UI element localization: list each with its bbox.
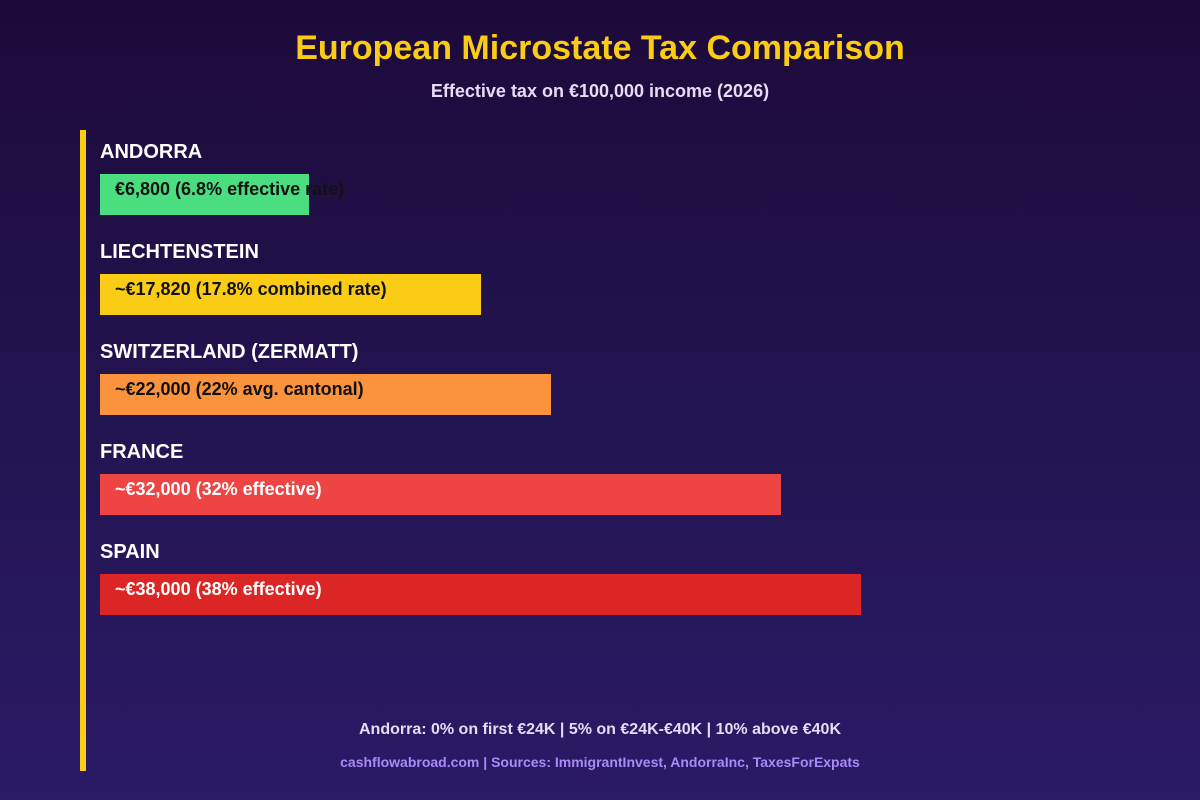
bar-value-label: ~€22,000 (22% avg. cantonal) xyxy=(115,379,364,399)
bar-liechtenstein: ~€17,820 (17.8% combined rate) xyxy=(100,274,481,315)
bar-value-label: €6,800 (6.8% effective rate) xyxy=(115,179,345,199)
bar-switzerland: ~€22,000 (22% avg. cantonal) xyxy=(100,374,551,415)
bar-spain: ~€38,000 (38% effective) xyxy=(100,574,861,615)
bar-value-label: ~€32,000 (32% effective) xyxy=(115,479,322,499)
row-label: SPAIN xyxy=(100,541,160,563)
chart-subtitle: Effective tax on €100,000 income (2026) xyxy=(430,81,770,101)
bar-value-label: ~€17,820 (17.8% combined rate) xyxy=(115,279,387,299)
bar-andorra: €6,800 (6.8% effective rate) xyxy=(100,174,344,215)
row-label: LIECHTENSTEIN xyxy=(100,241,259,263)
row-label: ANDORRA xyxy=(100,141,203,163)
andorra-tax-brackets-note: Andorra: 0% on first €24K | 5% on €24K-€… xyxy=(358,721,841,738)
accent-line xyxy=(80,130,86,771)
row-label: SWITZERLAND (ZERMATT) xyxy=(100,341,359,363)
row-label: FRANCE xyxy=(100,441,184,463)
bar-france: ~€32,000 (32% effective) xyxy=(100,474,781,515)
chart-title: European Microstate Tax Comparison xyxy=(295,29,905,67)
bar-value-label: ~€38,000 (38% effective) xyxy=(115,579,322,599)
source-attribution: cashflowabroad.com | Sources: ImmigrantI… xyxy=(340,754,860,770)
